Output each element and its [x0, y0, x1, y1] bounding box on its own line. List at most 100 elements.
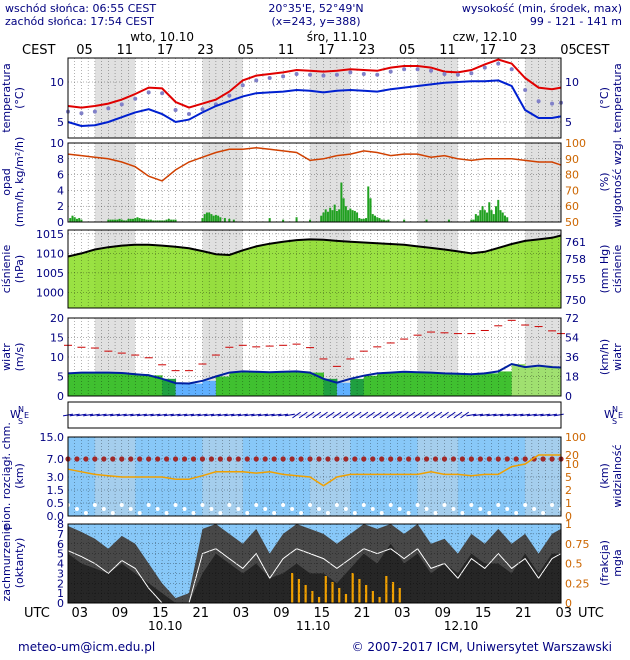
precip-bar [73, 217, 76, 222]
wind-arrow [163, 413, 174, 417]
y-tick-label-right: 100 [565, 137, 586, 150]
perceived-temperature-point [173, 108, 178, 112]
wind-speed-band [404, 371, 419, 396]
ylabel-right-wind-2: wiatr [611, 343, 624, 371]
axis-day-top: czw, 12.10 [452, 30, 517, 44]
cloud-base-dot [343, 507, 348, 511]
axis-tick-bottom: 21 [515, 606, 532, 621]
wind-speed-band [417, 372, 432, 396]
precip-bar [501, 212, 504, 222]
cloud-base-dot [514, 511, 519, 515]
cloud-top-dot [432, 456, 439, 462]
y-tick-label-right: 1 [565, 518, 572, 531]
fog-bar [351, 573, 354, 603]
cloud-top-dot [316, 456, 322, 462]
precip-bar [232, 219, 235, 222]
wind-speed-band [471, 374, 486, 396]
axis-tick-top: 05 [560, 43, 577, 58]
perceived-temperature-point [146, 90, 151, 95]
cloud-base-dot [263, 507, 268, 511]
axis-tick-top: 23 [197, 43, 214, 58]
precip-bar [488, 202, 491, 222]
y-tick-label: 3 [57, 567, 64, 580]
cloud-base-dot [532, 507, 537, 511]
precip-bar [380, 219, 383, 222]
precip-bar [349, 208, 352, 222]
axis-tick-bottom: 15 [152, 606, 169, 621]
cloud-base-dot [110, 511, 115, 515]
ylabel-pressure-2: (hPa) [13, 255, 26, 283]
cloud-base-dot [290, 507, 295, 511]
axis-tick-bottom: 15 [475, 606, 492, 621]
cloud-base-dot [74, 507, 79, 511]
axis-tick-top: 11 [439, 43, 456, 58]
wind-arrow [479, 413, 490, 417]
ylabel-right-fog-2: mgła [611, 549, 624, 577]
wind-arrow [486, 413, 497, 417]
axis-tick-top: 23 [520, 43, 537, 58]
y-tick-label: 1 [57, 587, 64, 600]
wind-speed-band [175, 383, 190, 396]
panel-cloud-cover [67, 523, 562, 604]
ylabel-cloud-extent-1: pion. rozciągł. chm. [0, 422, 13, 530]
wind-arrow [237, 413, 248, 417]
cloud-top-dot [101, 456, 107, 462]
y-tick-label-right: 0.5 [565, 558, 583, 571]
axis-zone-top-left: CEST [22, 43, 56, 58]
y-tick-label-right: 755 [565, 273, 586, 286]
compass-e-right: E [618, 411, 623, 420]
wind-arrow [143, 413, 154, 417]
ylabel-right-temperature-2: temperatura [611, 63, 624, 132]
perceived-temperature-point [294, 72, 299, 76]
wind-arrow [190, 413, 201, 417]
precip-bar [356, 212, 359, 222]
panel-precipitation [67, 142, 562, 223]
perceived-temperature-point [482, 65, 487, 70]
cloud-base-dot [505, 507, 510, 511]
perceived-temperature-point [334, 72, 339, 77]
wind-speed-band [148, 375, 163, 396]
axis-tick-bottom: 03 [233, 606, 250, 621]
wind-arrow [379, 411, 389, 419]
y-tick-label: 10 [50, 137, 64, 150]
wind-arrow [513, 413, 524, 417]
cloud-top-dot [164, 456, 170, 462]
y-tick-label: 8 [57, 153, 64, 166]
precip-bar [324, 209, 327, 222]
cloud-top-dot [540, 456, 546, 462]
precip-bar [161, 220, 164, 222]
y-tick-label: 6 [57, 538, 64, 551]
precip-bar [156, 220, 159, 222]
precip-bar [129, 218, 132, 222]
footer-email[interactable]: meteo-um@icm.edu.pl [18, 640, 156, 654]
precip-bar [362, 218, 365, 222]
precip-bar [486, 212, 489, 222]
precip-bar [333, 204, 336, 222]
wind-arrow [526, 413, 537, 417]
compass-w-left: W [10, 408, 21, 421]
cloud-base-dot [308, 503, 313, 507]
axis-tick-top: 05 [76, 43, 93, 58]
precip-bar [123, 220, 126, 222]
cloud-top-dot [450, 456, 457, 462]
wind-arrow [325, 411, 335, 419]
precip-bar [228, 218, 231, 222]
ylabel-wind-2: (m/s) [13, 343, 26, 372]
precip-bar [477, 215, 480, 222]
perceived-temperature-point [321, 73, 326, 78]
cloud-top-dot [226, 456, 232, 462]
y-tick-label: 7 [57, 528, 64, 541]
cloud-top-dot [110, 456, 116, 462]
y-tick-label: 1005 [36, 267, 64, 280]
perceived-temperature-point [442, 72, 447, 76]
cloud-base-dot [209, 507, 214, 511]
fog-bar [391, 582, 395, 603]
fog-bar [317, 597, 321, 603]
wind-arrow [359, 411, 369, 419]
y-tick-label: 1000 [36, 286, 64, 299]
wind-speed-band [377, 373, 392, 396]
ylabel-right-humidity-2: wilgotność wzgl. [611, 137, 624, 227]
precip-bar [80, 219, 83, 222]
cloud-top-dot [181, 456, 188, 462]
precip-bar [69, 218, 72, 222]
